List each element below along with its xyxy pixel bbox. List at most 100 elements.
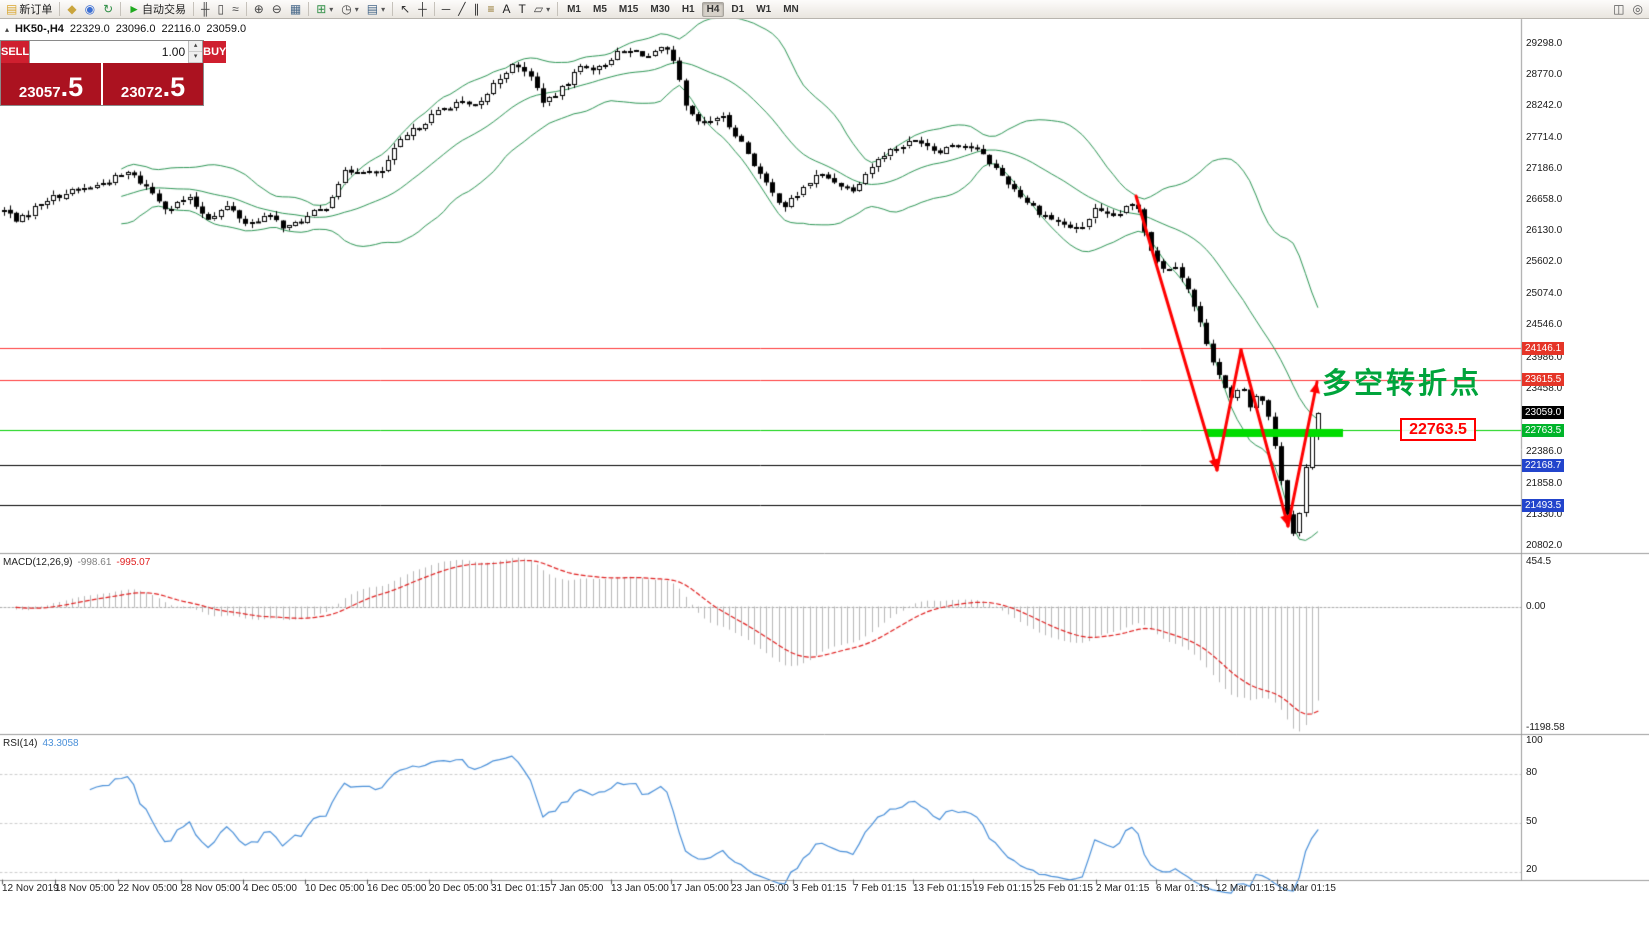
one-click-trading-panel: SELL ▴ ▾ BUY 23057 .5 23072 .5 bbox=[0, 40, 227, 106]
new-window-icon: ◫ bbox=[1613, 1, 1625, 16]
crosshair-button[interactable]: ┼ bbox=[414, 1, 431, 18]
time-axis-label: 25 Feb 01:15 bbox=[1034, 883, 1093, 894]
ohlc-close: 23059.0 bbox=[206, 23, 247, 35]
shapes-button-dropdown[interactable]: ▾ bbox=[546, 4, 551, 14]
rsi-label: RSI(14) bbox=[3, 738, 38, 749]
rsi-scale-20: 20 bbox=[1526, 864, 1538, 875]
macd-scale-zero: 0.00 bbox=[1526, 600, 1546, 612]
macd-label: MACD(12,26,9) bbox=[3, 557, 73, 568]
text-icon: A bbox=[502, 1, 511, 16]
price-tag: 22763.5 bbox=[1522, 423, 1565, 437]
channel-icon: ∥ bbox=[473, 1, 480, 16]
toolbar: ▤ 新订单 ◆ ◉ ↻ ► 自动交易 ╫ ▯ ≈ ⊕ ⊖ ▦ ⊞ ▾ ◷ ▾ ▤ ▾ ↖ ┼ ─ ╱ ∥ ≡ A T ▱ ▾ M1 M5 M1… bbox=[0, 0, 1649, 19]
indicators-button[interactable]: ⊞ ▾ bbox=[312, 1, 337, 18]
fibonacci-button[interactable]: ≡ bbox=[483, 1, 498, 18]
rsi-value: 43.3058 bbox=[42, 738, 79, 749]
sell-price[interactable]: 23057 .5 bbox=[1, 63, 101, 105]
ohlc-high: 23096.0 bbox=[115, 23, 156, 35]
text-button[interactable]: A bbox=[498, 1, 514, 18]
buy-button[interactable]: BUY bbox=[203, 41, 227, 63]
refresh-button[interactable]: ↻ bbox=[99, 1, 117, 18]
market-watch-button[interactable]: ◆ bbox=[63, 1, 80, 18]
candlestick-icon: ▯ bbox=[217, 1, 225, 16]
time-axis-label: 22 Nov 05:00 bbox=[118, 883, 178, 894]
channel-button[interactable]: ∥ bbox=[469, 1, 483, 18]
search-icon: ◎ bbox=[1632, 1, 1643, 16]
toolbar-separator bbox=[245, 2, 247, 16]
shapes-button[interactable]: ▱ ▾ bbox=[530, 1, 554, 18]
rsi-indicator-header: RSI(14) 43.3058 bbox=[3, 738, 79, 749]
periods-button-dropdown[interactable]: ▾ bbox=[354, 4, 359, 14]
price-axis-label: 26658.0 bbox=[1526, 193, 1563, 205]
new-order-button[interactable]: ▤ 新订单 bbox=[2, 1, 56, 18]
toolbar-separator bbox=[193, 2, 195, 16]
search-button[interactable]: ◎ bbox=[1629, 1, 1647, 18]
label-button[interactable]: T bbox=[515, 1, 530, 18]
price-axis-label: 28242.0 bbox=[1526, 100, 1563, 112]
cursor-button[interactable]: ↖ bbox=[396, 1, 414, 18]
timeframe-m15-button[interactable]: M15 bbox=[618, 3, 639, 15]
price-axis-label: 27714.0 bbox=[1526, 131, 1563, 143]
templates-button-dropdown[interactable]: ▾ bbox=[381, 4, 386, 14]
refresh-icon: ↻ bbox=[103, 1, 114, 16]
toolbar-separator bbox=[433, 2, 435, 16]
time-axis-label: 28 Nov 05:00 bbox=[181, 883, 241, 894]
grid-button[interactable]: ▦ bbox=[286, 1, 305, 18]
accounts-button[interactable]: ◉ bbox=[81, 1, 99, 18]
timeframe-m1-button[interactable]: M1 bbox=[567, 3, 581, 15]
timeframe-h4-button[interactable]: H4 bbox=[701, 1, 725, 17]
rsi-scale-100: 100 bbox=[1526, 735, 1543, 746]
autotrading-button[interactable]: ► 自动交易 bbox=[124, 1, 190, 18]
sell-button[interactable]: SELL bbox=[1, 41, 30, 63]
timeframe-m5-button[interactable]: M5 bbox=[593, 3, 607, 15]
horizontal-line-button[interactable]: ─ bbox=[438, 1, 455, 18]
sell-price-frac: .5 bbox=[60, 72, 84, 102]
periods-button[interactable]: ◷ ▾ bbox=[337, 1, 363, 18]
ohlc-bars-icon: ╫ bbox=[201, 1, 210, 16]
zoom-out-button[interactable]: ⊖ bbox=[268, 1, 286, 18]
timeframe-h1-button[interactable]: H1 bbox=[681, 3, 695, 15]
cursor-icon: ↖ bbox=[400, 1, 411, 16]
volume-down-button[interactable]: ▾ bbox=[189, 52, 203, 63]
ohlc-open: 22329.0 bbox=[69, 23, 110, 35]
templates-button[interactable]: ▤ ▾ bbox=[363, 1, 389, 18]
time-axis-label: 12 Mar 01:15 bbox=[1216, 883, 1275, 894]
price-axis-label: 21330.0 bbox=[1526, 508, 1563, 520]
timeframe-mn-button[interactable]: MN bbox=[783, 3, 799, 15]
indicators-button-dropdown[interactable]: ▾ bbox=[329, 4, 334, 14]
time-axis-label: 13 Jan 05:00 bbox=[611, 883, 669, 894]
price-axis-label: 24546.0 bbox=[1526, 318, 1563, 330]
time-axis-label: 7 Jan 05:00 bbox=[551, 883, 604, 894]
new-window-button[interactable]: ◫ bbox=[1609, 1, 1628, 18]
time-axis-label: 17 Jan 05:00 bbox=[671, 883, 729, 894]
time-axis-label: 2 Mar 01:15 bbox=[1096, 883, 1150, 894]
ohlc-bars-button[interactable]: ╫ bbox=[197, 1, 214, 18]
volume-input[interactable] bbox=[30, 41, 189, 63]
indicators-icon: ⊞ bbox=[316, 1, 327, 16]
trendline-icon: ╱ bbox=[458, 1, 466, 16]
line-chart-button[interactable]: ≈ bbox=[228, 1, 243, 18]
buy-price[interactable]: 23072 .5 bbox=[101, 63, 203, 105]
price-axis-label: 25074.0 bbox=[1526, 287, 1563, 299]
price-axis[interactable]: 29298.0 28770.0 28242.0 27714.0 27186.0 26658… bbox=[1522, 19, 1649, 881]
template-icon: ▤ bbox=[366, 1, 379, 16]
timeframe-w1-button[interactable]: W1 bbox=[756, 3, 772, 15]
new-order-icon: ▤ bbox=[6, 1, 18, 16]
timeframe-m30-button[interactable]: M30 bbox=[650, 3, 670, 15]
price-axis-label: 25602.0 bbox=[1526, 256, 1563, 268]
price-axis-label: 23986.0 bbox=[1526, 351, 1563, 363]
time-axis[interactable]: 12 Nov 2019 18 Nov 05:00 22 Nov 05:00 28 No… bbox=[0, 881, 1649, 897]
fibonacci-icon: ≡ bbox=[487, 1, 495, 16]
trendline-button[interactable]: ╱ bbox=[454, 1, 469, 18]
timeframe-d1-button[interactable]: D1 bbox=[731, 3, 745, 15]
time-axis-label: 6 Mar 01:15 bbox=[1156, 883, 1210, 894]
zoom-in-button[interactable]: ⊕ bbox=[250, 1, 268, 18]
buy-price-frac: .5 bbox=[162, 72, 186, 102]
volume-up-button[interactable]: ▴ bbox=[189, 41, 203, 52]
sell-price-main: 23057 bbox=[18, 84, 61, 101]
symbol-triangle-icon: ▴ bbox=[5, 24, 10, 34]
toolbar-separator bbox=[120, 2, 122, 16]
candlestick-button[interactable]: ▯ bbox=[214, 1, 229, 18]
